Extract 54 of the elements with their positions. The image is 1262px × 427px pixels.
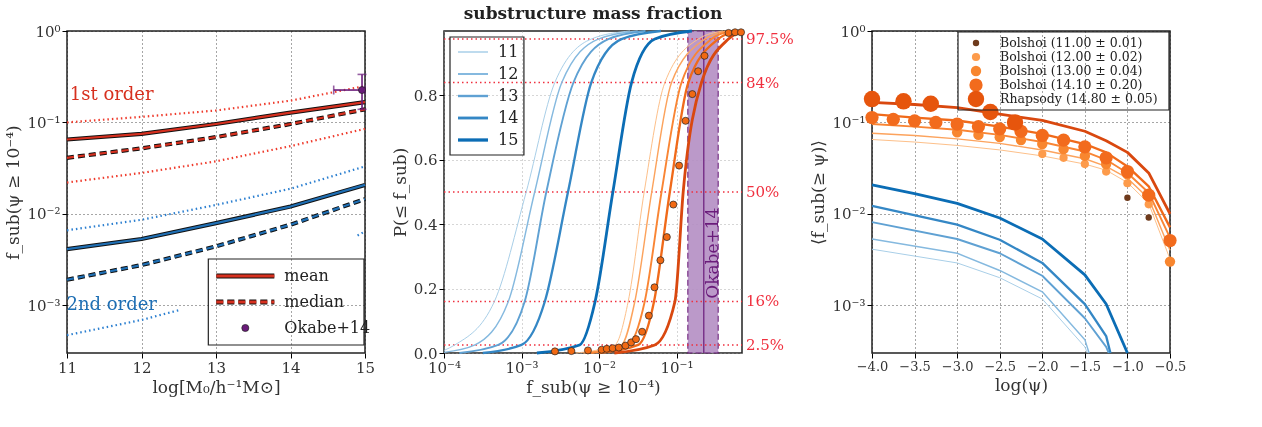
legend-label: 13 [498, 86, 519, 105]
y-tick-label: 0.2 [413, 280, 438, 299]
legend-label: Bolshoi (11.00 ± 0.01) [1000, 35, 1143, 50]
ref-line-label: 16% [746, 292, 780, 311]
x-tick-label: 10⁻¹ [660, 358, 694, 377]
y-axis-title: P(≤ f_sub) [389, 147, 410, 238]
ref-line-label: 97.5% [746, 30, 794, 49]
legend-label: 15 [498, 130, 519, 149]
legend-label: median [284, 292, 345, 311]
y-tick-label: 10⁻¹ [832, 113, 866, 132]
x-tick-label: 12 [132, 358, 152, 377]
x-tick-label: 14 [281, 358, 301, 377]
x-tick-label: −3.5 [899, 358, 931, 374]
x-tick-label: 15 [355, 358, 376, 377]
x-tick-label: 10⁻² [582, 358, 617, 377]
y-tick-label: 0.8 [413, 86, 438, 105]
annotation: 1st order [69, 83, 155, 105]
y-tick-label: 10⁻¹ [27, 113, 61, 132]
x-tick-label: 13 [206, 358, 227, 377]
legend-label: Bolshoi (14.10 ± 0.20) [1000, 77, 1143, 92]
x-tick-label: −2.5 [984, 358, 1016, 374]
y-axis-title: ⟨f_sub(≥ ψ)⟩ [808, 140, 829, 245]
x-tick-label: −1.0 [1112, 358, 1144, 374]
x-tick-label: 10⁻³ [505, 358, 539, 377]
y-tick-label: 10⁻² [832, 205, 866, 224]
y-tick-label: 10⁻³ [27, 296, 61, 315]
chart-title: substructure mass fraction [463, 3, 723, 24]
x-tick-label: −2.0 [1027, 358, 1059, 374]
legend-label: 12 [498, 64, 519, 83]
x-axis-title: log(ψ) [994, 374, 1049, 395]
ref-line-label: 50% [746, 183, 780, 201]
x-axis-title: log[M₀/h⁻¹M⊙] [152, 376, 281, 397]
x-tick-label: −3.0 [941, 358, 974, 374]
y-tick-label: 10⁻² [27, 205, 61, 224]
ref-line-label: 84% [746, 73, 780, 92]
x-tick-label: −4.0 [856, 358, 889, 374]
y-tick-label: 10⁰ [840, 22, 866, 41]
legend-label: mean [284, 266, 329, 285]
legend-label: Bolshoi (12.00 ± 0.02) [1000, 49, 1143, 64]
x-axis-title: f_sub(ψ ≥ 10⁻⁴) [526, 376, 661, 397]
legend-label: Rhapsody (14.80 ± 0.05) [1000, 91, 1158, 106]
x-tick-label: −1.5 [1069, 358, 1102, 374]
y-tick-label: 0.4 [413, 215, 438, 234]
y-axis-title: f_sub(ψ ≥ 10⁻⁴) [3, 125, 24, 260]
legend-label: 11 [498, 42, 519, 61]
legend-label: Bolshoi (13.00 ± 0.04) [1000, 63, 1143, 78]
band-label: Okabe+14 [702, 207, 723, 299]
y-tick-label: 10⁻³ [832, 296, 866, 315]
x-tick-label: 11 [57, 358, 78, 377]
y-tick-label: 10⁰ [35, 22, 61, 41]
legend-label: 14 [498, 108, 519, 127]
y-tick-label: 0.6 [413, 151, 438, 170]
x-tick-label: −0.5 [1154, 358, 1187, 374]
ref-line-label: 2.5% [746, 335, 785, 354]
